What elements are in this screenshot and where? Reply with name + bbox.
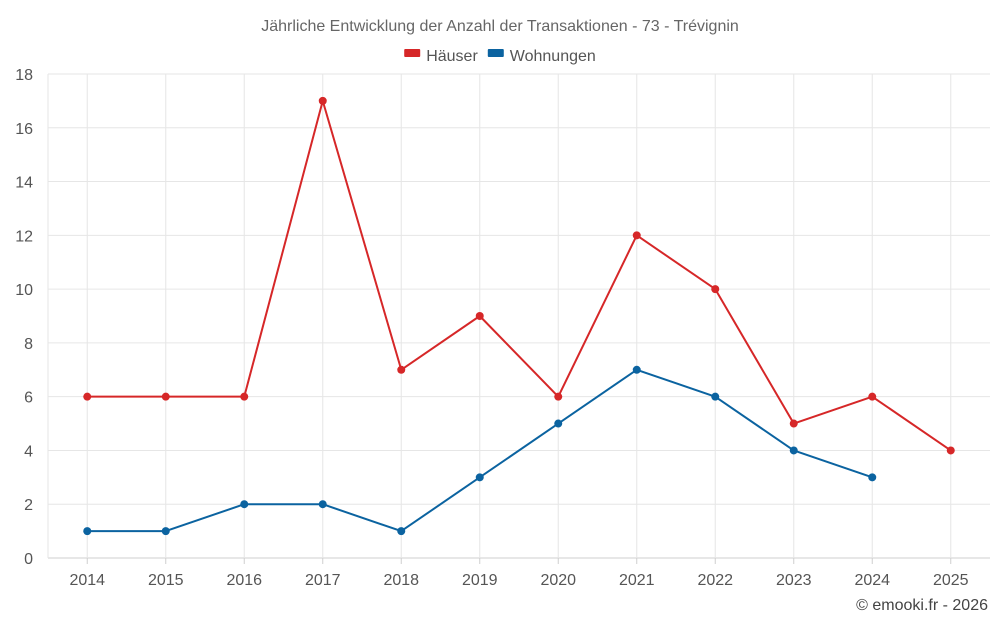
data-point[interactable] (161, 527, 170, 536)
data-point[interactable] (83, 527, 92, 536)
x-tick-label: 2023 (776, 572, 812, 589)
legend-swatch (487, 49, 504, 57)
y-tick-label: 10 (15, 282, 33, 299)
x-tick-label: 2022 (697, 572, 733, 589)
y-tick-label: 14 (15, 175, 33, 192)
data-point[interactable] (475, 473, 484, 482)
data-point[interactable] (946, 446, 955, 455)
data-point[interactable] (554, 392, 563, 401)
y-tick-label: 18 (15, 67, 33, 84)
data-point[interactable] (554, 419, 563, 428)
data-point[interactable] (318, 500, 327, 509)
x-tick-label: 2024 (854, 572, 890, 589)
data-point[interactable] (240, 500, 249, 509)
series-line-haeuser (87, 99, 952, 452)
x-tick-label: 2018 (383, 572, 419, 589)
data-point[interactable] (789, 419, 798, 428)
data-point[interactable] (868, 473, 877, 482)
x-tick-label: 2015 (148, 572, 184, 589)
x-tick-label: 2025 (933, 572, 969, 589)
data-point[interactable] (161, 392, 170, 401)
legend-label[interactable]: Wohnungen (510, 48, 596, 65)
credit-text: © emooki.fr - 2026 (856, 597, 988, 614)
data-point[interactable] (789, 446, 798, 455)
x-tick-label: 2020 (540, 572, 576, 589)
legend-label[interactable]: Häuser (426, 48, 478, 65)
x-tick-label: 2019 (462, 572, 498, 589)
data-point[interactable] (397, 527, 406, 536)
data-point[interactable] (318, 96, 327, 105)
y-tick-label: 2 (24, 497, 33, 514)
legend: Häuser Wohnungen (404, 48, 596, 65)
axes: 0 2 4 6 8 10 12 14 16 18 2014 2015 2016 2017 2018 2019 2… (15, 67, 968, 589)
y-tick-label: 8 (24, 336, 33, 353)
y-tick-label: 6 (24, 390, 33, 407)
x-tick-label: 2017 (305, 572, 341, 589)
x-tick-label: 2021 (619, 572, 655, 589)
x-tick-label: 2016 (226, 572, 262, 589)
data-point[interactable] (868, 392, 877, 401)
series-layer (83, 96, 955, 536)
data-point[interactable] (632, 231, 641, 240)
legend-swatch (404, 49, 421, 57)
y-tick-label: 0 (24, 551, 33, 568)
data-point[interactable] (711, 285, 720, 294)
chart-title: Jährliche Entwicklung der Anzahl der Tra… (261, 18, 739, 35)
data-point[interactable] (397, 365, 406, 374)
data-point[interactable] (83, 392, 92, 401)
data-point[interactable] (711, 392, 720, 401)
data-point[interactable] (475, 312, 484, 320)
y-tick-label: 4 (24, 443, 33, 460)
x-tick-label: 2014 (69, 572, 105, 589)
data-point[interactable] (632, 365, 641, 374)
grid (48, 73, 990, 559)
y-tick-label: 12 (15, 228, 33, 245)
data-point[interactable] (240, 392, 249, 401)
y-tick-label: 16 (15, 121, 33, 138)
